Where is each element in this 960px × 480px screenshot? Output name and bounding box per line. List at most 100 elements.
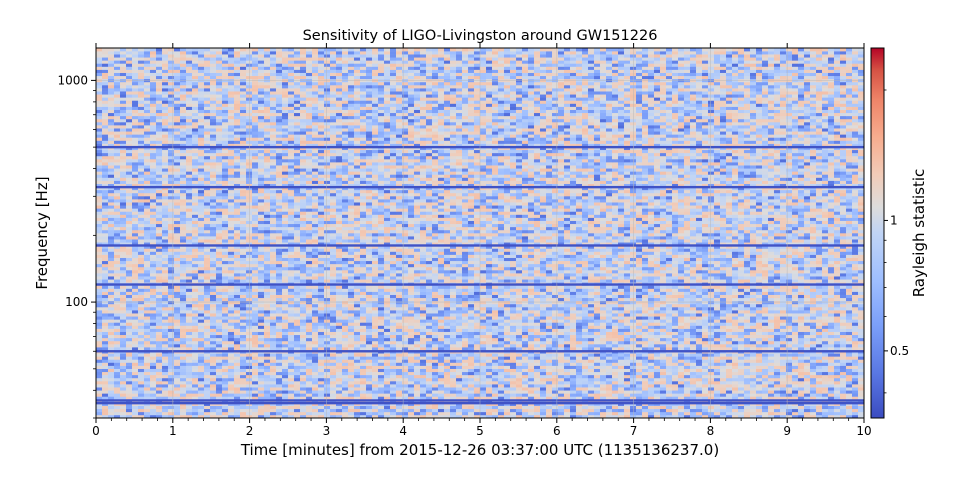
heatmap-cell (378, 368, 385, 373)
heatmap-cell (186, 381, 193, 385)
heatmap-cell (108, 347, 115, 351)
heatmap-cell (642, 297, 649, 302)
heatmap-cell (348, 307, 355, 311)
heatmap-cell (198, 414, 205, 418)
heatmap-cell (474, 381, 481, 385)
heatmap-cell (96, 359, 103, 363)
heatmap-cell (306, 374, 313, 379)
heatmap-cell (210, 390, 217, 394)
heatmap-cell (192, 340, 199, 345)
heatmap-cell (498, 334, 505, 339)
heatmap-cell (708, 316, 715, 320)
heatmap-cell (342, 414, 349, 418)
heatmap-cell (384, 393, 391, 397)
heatmap-cell (102, 390, 109, 394)
heatmap-cell (186, 303, 193, 308)
heatmap-cell (798, 313, 805, 317)
heatmap-cell (852, 365, 859, 369)
heatmap-cell (564, 313, 571, 317)
heatmap-cell (234, 356, 241, 360)
heatmap-cell (282, 362, 289, 366)
heatmap-cell (528, 405, 535, 410)
heatmap-cell (648, 396, 655, 400)
heatmap-cell (726, 356, 733, 360)
heatmap-cell (648, 414, 655, 418)
heatmap-cell (696, 297, 703, 302)
heatmap-cell (630, 396, 637, 400)
heatmap-cell (486, 365, 493, 369)
heatmap-cell (636, 313, 643, 317)
heatmap-cell (390, 368, 397, 373)
heatmap-cell (468, 377, 475, 382)
heatmap-cell (834, 405, 841, 410)
heatmap-cell (636, 396, 643, 400)
heatmap-cell (576, 328, 583, 332)
heatmap-cell (666, 408, 673, 413)
heatmap-cell (810, 334, 817, 339)
heatmap-cell (390, 371, 397, 376)
heatmap-cell (624, 353, 631, 357)
heatmap-cell (150, 387, 157, 391)
heatmap-cell (774, 359, 781, 363)
heatmap-cell (210, 396, 217, 400)
heatmap-cell (594, 414, 601, 418)
heatmap-cell (684, 307, 691, 311)
heatmap-cell (150, 297, 157, 302)
heatmap-cell (828, 371, 835, 376)
heatmap-cell (240, 405, 247, 410)
heatmap-cell (252, 300, 259, 305)
heatmap-cell (234, 325, 241, 329)
heatmap-cell (306, 322, 313, 326)
heatmap-cell (156, 381, 163, 385)
heatmap-cell (762, 374, 769, 379)
heatmap-cell (726, 297, 733, 302)
heatmap-cell (486, 408, 493, 413)
heatmap-cell (366, 390, 373, 394)
heatmap-cell (546, 405, 553, 410)
heatmap-cell (564, 347, 571, 351)
heatmap-cell (336, 297, 343, 302)
heatmap-cell (282, 381, 289, 385)
heatmap-cell (648, 340, 655, 345)
heatmap-cell (402, 387, 409, 391)
heatmap-cell (96, 371, 103, 376)
heatmap-cell (810, 337, 817, 342)
heatmap-cell (312, 328, 319, 332)
heatmap-cell (762, 310, 769, 314)
heatmap-cell (810, 368, 817, 373)
heatmap-cell (570, 325, 577, 329)
heatmap-cell (462, 319, 469, 323)
heatmap-cell (114, 300, 121, 305)
heatmap-cell (330, 303, 337, 308)
heatmap-cell (774, 337, 781, 342)
heatmap-cell (204, 405, 211, 410)
heatmap-cell (852, 390, 859, 394)
heatmap-cell (384, 319, 391, 323)
heatmap-cell (726, 371, 733, 376)
heatmap-cell (414, 316, 421, 320)
heatmap-cell (450, 340, 457, 345)
heatmap-cell (570, 297, 577, 302)
heatmap-cell (642, 331, 649, 336)
heatmap-cell (402, 303, 409, 308)
heatmap-cell (840, 381, 847, 385)
heatmap-cell (714, 405, 721, 410)
heatmap-cell (858, 316, 864, 320)
heatmap-cell (318, 374, 325, 379)
heatmap-cell (762, 353, 769, 357)
heatmap-cell (282, 331, 289, 336)
heatmap-cell (234, 384, 241, 388)
heatmap-cell (324, 334, 331, 339)
heatmap-cell (528, 411, 535, 416)
heatmap-cell (636, 393, 643, 397)
heatmap-cell (738, 356, 745, 360)
heatmap-cell (336, 344, 343, 348)
heatmap-cell (516, 331, 523, 336)
heatmap-cell (516, 384, 523, 388)
heatmap-cell (828, 331, 835, 336)
heatmap-cell (504, 316, 511, 320)
heatmap-cell (516, 411, 523, 416)
heatmap-cell (498, 359, 505, 363)
heatmap-cell (420, 384, 427, 388)
heatmap-cell (468, 405, 475, 410)
